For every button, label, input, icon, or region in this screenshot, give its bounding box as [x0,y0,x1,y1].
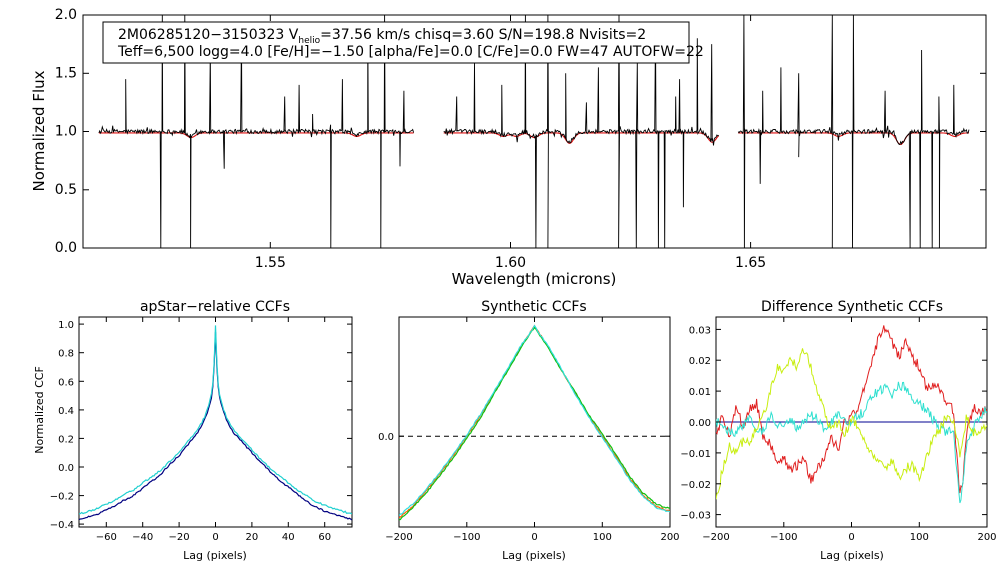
ccf-synthetic-xtick-label: 0 [531,532,537,543]
ccf-apstar-ticks: −60 −40 −20 0 20 40 60 −0.4 −0.2 0.0 0.2 0.4 0.6 0.8 1… [50,317,352,543]
info-line-1-subscript: helio [298,36,320,46]
ccf-synthetic-xlabel: Lag (pixels) [502,549,566,562]
ccf-difference-ticks: −200 −100 0 100 200 −0.03 −0.02 −0.01 0.00 0.01 0.… [680,317,997,543]
spectrum-model-line [738,132,969,146]
ccf-apstar-frame [78,316,353,528]
ccf-difference-ytick-label: 0.03 [689,325,711,336]
ccf-difference-xtick-label: −200 [702,532,729,543]
ccf-apstar-ytick-label: −0.2 [50,492,74,503]
ccf-difference-ytick-label: −0.01 [680,449,711,460]
ccf-synthetic-series-visit-2 [399,324,670,516]
info-line-2: Teff=6,500 logg=4.0 [Fe/H]=−1.50 [alpha/… [117,44,704,60]
spectrum-observed-line [443,15,719,248]
ccf-difference-series-yellow [716,348,987,500]
ccf-apstar-ytick-label: 1.0 [58,320,74,331]
ccf-apstar-xtick-label: 20 [246,532,259,543]
ccf-difference-ytick-label: 0.00 [689,418,711,429]
spectrum-observed-line [737,15,970,248]
ccf-difference-xtick-label: 200 [977,532,996,543]
ccf-apstar-ytick-label: 0.0 [58,463,74,474]
ccf-synthetic-xtick-label: 200 [660,532,679,543]
ccf-apstar-xtick-label: −20 [169,532,190,543]
spectrum-xtick-label: 1.60 [495,255,526,271]
info-line-1: 2M06285120−3150323 Vhelio=37.56 km/s chi… [118,27,646,46]
ccf-apstar-title: apStar−relative CCFs [140,299,290,315]
spectrum-ytick-label: 1.0 [55,124,77,140]
ccf-difference-panel: −200 −100 0 100 200 −0.03 −0.02 −0.01 0.00 0.01 0.… [680,299,996,562]
ccf-difference-ytick-label: 0.01 [689,387,711,398]
ccf-apstar-xtick-label: 0 [212,532,218,543]
spectrum-ytick-label: 1.5 [55,65,77,81]
ccf-apstar-xtick-label: −60 [96,532,117,543]
spectrum-xtick-label: 1.55 [255,255,286,271]
ccf-synthetic-series-combined [399,324,670,519]
spectrum-ylabel: Normalized Flux [30,70,48,191]
spectrum-ytick-label: 2.0 [55,7,77,23]
ccf-apstar-panel: −60 −40 −20 0 20 40 60 −0.4 −0.2 0.0 0.2 0.4 0.6 0.8 1… [33,299,353,562]
ccf-synthetic-ticks: −200 −100 0 100 200 0.0 [378,317,680,543]
ccf-synthetic-frame [398,316,671,528]
ccf-apstar-ytick-label: 0.4 [58,406,74,417]
ccf-synthetic-series [399,324,670,521]
ccf-synthetic-xtick-label: 100 [593,532,612,543]
ccf-difference-series-red [716,325,987,494]
ccf-apstar-xtick-label: −40 [132,532,153,543]
ccf-synthetic-xtick-label: −100 [453,532,480,543]
ccf-apstar-series [79,325,352,521]
ccf-difference-series [716,325,987,504]
spectrum-observed-line [98,15,415,248]
ccf-apstar-ylabel: Normalized CCF [33,366,46,454]
ccf-apstar-ytick-label: 0.6 [58,377,74,388]
ccf-synthetic-ytick-label: 0.0 [378,432,394,443]
ccf-apstar-ytick-label: −0.4 [50,520,74,531]
ccf-difference-xtick-label: −100 [770,532,797,543]
info-line-1-post: =37.56 km/s chisq=3.60 S/N=198.8 Nvisits… [320,27,646,43]
spectrum-panel: 1.55 1.60 1.65 0.0 0.5 1.0 1.5 2.0 2M06285120−3… [30,7,987,288]
ccf-difference-ytick-label: 0.02 [689,356,711,367]
ccf-apstar-series-visit-1 [79,331,352,521]
ccf-synthetic-series-visit-1 [399,326,670,521]
info-line-1-pre: 2M06285120−3150323 V [118,27,299,43]
ccf-apstar-xtick-label: 40 [282,532,295,543]
ccf-apstar-ytick-label: 0.8 [58,349,74,360]
ccf-difference-xtick-label: 0 [848,532,854,543]
spectrum-ytick-label: 0.5 [55,182,77,198]
spectrum-ytick-label: 0.0 [55,240,77,256]
ccf-synthetic-xtick-label: −200 [385,532,412,543]
spectrum-series [98,15,970,248]
ccf-synthetic-panel: −200 −100 0 100 200 0.0 Synthetic CCFs Lag (p… [378,299,679,562]
ccf-apstar-series-visit-2 [79,325,352,515]
ccf-difference-xtick-label: 100 [910,532,929,543]
info-box [102,21,690,64]
ccf-difference-xlabel: Lag (pixels) [820,549,884,562]
ccf-difference-ytick-label: −0.02 [680,480,711,491]
spectrum-xlabel: Wavelength (microns) [452,270,617,288]
ccf-apstar-xtick-label: 60 [318,532,331,543]
spectrum-model-line [443,132,720,144]
ccf-difference-ytick-label: −0.03 [680,511,711,522]
ccf-difference-title: Difference Synthetic CCFs [761,299,943,315]
ccf-synthetic-title: Synthetic CCFs [481,299,586,315]
spectrum-model-line [98,132,414,139]
ccf-apstar-ytick-label: 0.2 [58,434,74,445]
spectrum-ticks: 1.55 1.60 1.65 0.0 0.5 1.0 1.5 2.0 [55,7,986,271]
ccf-apstar-xlabel: Lag (pixels) [183,549,247,562]
spectrum-xtick-label: 1.65 [735,255,766,271]
